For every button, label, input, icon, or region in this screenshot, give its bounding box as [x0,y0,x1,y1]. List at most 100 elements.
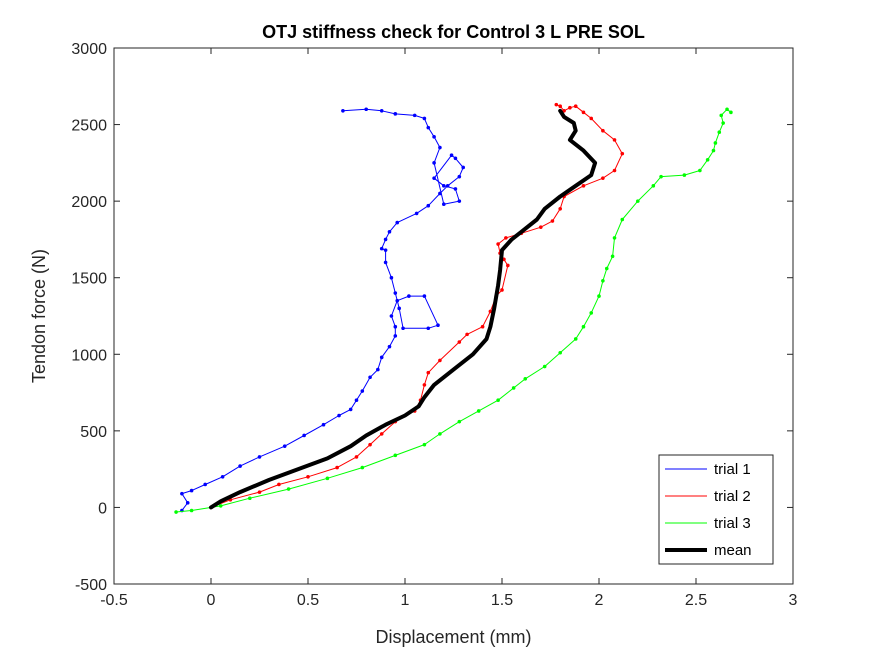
data-point-trial-3 [612,236,617,240]
data-point-trial-1 [189,488,194,493]
data-point-trial-2 [257,490,262,494]
series-layer [174,102,733,514]
data-point-trial-2 [422,383,427,387]
legend-label-trial-2: trial 2 [714,488,751,505]
y-tick-label: 1000 [71,347,107,364]
data-point-trial-3 [682,173,687,177]
data-point-trial-3 [721,121,725,125]
data-point-trial-3 [523,376,528,381]
chart-title: OTJ stiffness check for Control 3 L PRE … [262,22,645,42]
data-point-trial-2 [488,309,493,314]
data-point-trial-2 [306,475,310,479]
data-point-trial-3 [620,217,625,222]
data-point-trial-3 [558,350,562,355]
data-point-trial-2 [573,104,578,108]
data-point-trial-1 [387,344,392,349]
data-point-trial-1 [282,444,287,448]
data-point-trial-1 [401,326,405,331]
data-point-trial-2 [568,105,572,110]
data-point-trial-1 [376,367,380,372]
data-point-trial-1 [432,135,436,139]
data-point-trial-3 [717,130,722,135]
data-point-trial-2 [438,358,442,363]
data-point-trial-3 [457,419,462,424]
data-point-trial-1 [395,220,400,225]
data-point-trial-1 [461,165,466,170]
data-point-trial-3 [174,510,178,514]
data-point-trial-1 [354,398,359,403]
data-point-trial-1 [438,191,442,196]
data-point-trial-1 [442,184,446,188]
data-point-trial-2 [426,370,431,375]
data-point-trial-1 [379,355,384,360]
data-point-trial-3 [189,508,194,513]
data-point-trial-2 [368,442,372,447]
data-point-trial-1 [185,501,190,505]
data-point-trial-2 [277,482,281,487]
data-point-trial-1 [457,174,462,179]
y-tick-label: 0 [98,500,107,517]
data-point-trial-3 [476,409,481,413]
data-point-trial-1 [302,433,306,438]
data-point-trial-3 [729,110,733,115]
data-point-trial-3 [286,487,291,491]
data-point-trial-3 [604,266,609,271]
data-point-trial-3 [496,398,500,403]
data-point-trial-1 [422,294,427,298]
data-point-trial-1 [389,314,394,318]
y-axis-label: Tendon force (N) [29,249,49,383]
data-point-trial-1 [445,184,450,188]
data-point-trial-2 [504,236,508,240]
data-point-trial-1 [220,475,225,479]
data-point-trial-3 [659,174,663,179]
data-point-trial-2 [379,432,384,436]
data-point-trial-1 [393,112,398,116]
data-point-trial-3 [705,157,710,162]
data-point-trial-3 [711,148,716,153]
data-point-trial-1 [393,334,398,338]
data-point-trial-3 [698,168,702,173]
data-point-trial-2 [354,455,359,459]
legend-label-trial-3: trial 3 [714,515,751,532]
data-point-trial-3 [610,254,615,259]
data-point-trial-3 [719,113,724,118]
legend-label-trial-1: trial 1 [714,461,751,478]
data-point-trial-3 [573,337,578,341]
data-point-trial-1 [426,326,431,331]
data-point-trial-2 [550,219,555,223]
legend-box [658,454,774,565]
data-point-trial-3 [542,364,547,369]
data-point-trial-1 [368,375,372,380]
data-point-trial-2 [612,168,617,173]
x-axis-label: Displacement (mm) [375,627,531,647]
data-point-trial-1 [397,306,401,311]
data-point-trial-1 [389,275,394,280]
data-point-trial-1 [360,389,365,393]
data-point-trial-3 [422,442,427,447]
x-tick-label: -0.5 [100,592,128,609]
data-point-trial-1 [442,202,446,207]
data-point-trial-2 [558,207,562,211]
data-point-trial-3 [601,278,605,283]
x-tick-label: 2.5 [685,592,707,609]
data-point-trial-2 [620,151,625,156]
data-point-trial-3 [725,107,729,112]
data-point-trial-1 [436,323,440,327]
data-point-trial-1 [426,203,431,208]
data-point-trial-1 [432,161,436,165]
data-point-trial-3 [713,141,718,145]
plot-box [113,47,794,585]
x-tick-label: 3 [789,592,798,609]
data-point-trial-2 [335,465,339,470]
data-point-trial-1 [180,491,184,496]
data-point-trial-3 [511,386,516,390]
data-point-trial-2 [601,128,605,133]
data-point-trial-2 [480,324,485,329]
data-point-trial-2 [539,225,543,229]
legend: trial 1 trial 2 trial 3 mean [658,454,774,565]
y-tick-label: 3000 [71,41,107,58]
data-point-trial-1 [383,237,388,242]
data-point-trial-1 [414,211,419,216]
data-point-trial-2 [562,108,566,113]
